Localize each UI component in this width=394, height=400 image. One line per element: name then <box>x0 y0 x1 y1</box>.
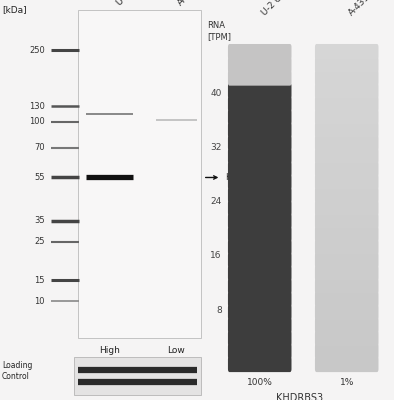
Text: 100%: 100% <box>247 378 273 388</box>
FancyBboxPatch shape <box>315 148 379 164</box>
Text: KHDRBS3: KHDRBS3 <box>225 173 266 182</box>
Text: 16: 16 <box>210 251 222 260</box>
FancyBboxPatch shape <box>315 96 379 112</box>
FancyBboxPatch shape <box>315 135 379 151</box>
FancyBboxPatch shape <box>228 252 292 268</box>
FancyBboxPatch shape <box>228 83 292 99</box>
FancyBboxPatch shape <box>315 265 379 281</box>
Text: [kDa]: [kDa] <box>2 5 27 14</box>
FancyBboxPatch shape <box>315 278 379 294</box>
Text: 25: 25 <box>35 237 45 246</box>
FancyBboxPatch shape <box>315 344 379 359</box>
FancyBboxPatch shape <box>315 252 379 268</box>
FancyBboxPatch shape <box>228 278 292 294</box>
Text: 55: 55 <box>35 173 45 182</box>
FancyBboxPatch shape <box>228 291 292 307</box>
FancyBboxPatch shape <box>315 291 379 307</box>
FancyBboxPatch shape <box>228 148 292 164</box>
FancyBboxPatch shape <box>228 318 292 333</box>
FancyBboxPatch shape <box>315 109 379 125</box>
FancyBboxPatch shape <box>315 57 379 73</box>
FancyBboxPatch shape <box>228 344 292 359</box>
FancyBboxPatch shape <box>315 83 379 99</box>
FancyBboxPatch shape <box>315 161 379 177</box>
FancyBboxPatch shape <box>74 357 201 395</box>
Text: U-2 OS: U-2 OS <box>260 0 288 18</box>
FancyBboxPatch shape <box>228 135 292 151</box>
FancyBboxPatch shape <box>315 318 379 333</box>
FancyBboxPatch shape <box>315 226 379 242</box>
Text: 130: 130 <box>29 102 45 111</box>
Text: 35: 35 <box>34 216 45 226</box>
Text: U-2 OS: U-2 OS <box>115 0 143 7</box>
Text: High: High <box>99 346 120 355</box>
FancyBboxPatch shape <box>315 304 379 320</box>
FancyBboxPatch shape <box>315 122 379 138</box>
FancyBboxPatch shape <box>315 213 379 229</box>
FancyBboxPatch shape <box>228 57 292 73</box>
FancyBboxPatch shape <box>228 44 292 60</box>
Text: Low: Low <box>167 346 185 355</box>
Text: 70: 70 <box>34 143 45 152</box>
FancyBboxPatch shape <box>228 109 292 125</box>
Text: 32: 32 <box>210 143 222 152</box>
FancyBboxPatch shape <box>315 187 379 203</box>
Text: RNA
[TPM]: RNA [TPM] <box>207 21 231 41</box>
FancyBboxPatch shape <box>315 356 379 372</box>
FancyBboxPatch shape <box>228 96 292 112</box>
FancyBboxPatch shape <box>315 239 379 255</box>
Text: 250: 250 <box>29 46 45 55</box>
FancyBboxPatch shape <box>315 330 379 346</box>
FancyBboxPatch shape <box>228 122 292 138</box>
Text: 10: 10 <box>35 296 45 306</box>
Text: 15: 15 <box>35 276 45 285</box>
FancyBboxPatch shape <box>228 356 292 372</box>
FancyBboxPatch shape <box>228 161 292 177</box>
FancyBboxPatch shape <box>228 226 292 242</box>
FancyBboxPatch shape <box>228 200 292 216</box>
Text: A-431: A-431 <box>176 0 201 7</box>
Text: Loading
Control: Loading Control <box>2 362 32 381</box>
FancyBboxPatch shape <box>228 213 292 229</box>
Text: A-431: A-431 <box>347 0 372 18</box>
FancyBboxPatch shape <box>228 239 292 255</box>
FancyBboxPatch shape <box>315 200 379 216</box>
FancyBboxPatch shape <box>315 44 379 60</box>
FancyBboxPatch shape <box>228 304 292 320</box>
FancyBboxPatch shape <box>228 70 292 86</box>
FancyBboxPatch shape <box>228 187 292 203</box>
Text: 40: 40 <box>210 88 222 98</box>
Text: KHDRBS3: KHDRBS3 <box>276 393 323 400</box>
FancyBboxPatch shape <box>78 10 201 338</box>
FancyBboxPatch shape <box>228 265 292 281</box>
FancyBboxPatch shape <box>228 174 292 190</box>
Text: 1%: 1% <box>340 378 354 388</box>
Text: 100: 100 <box>29 117 45 126</box>
FancyBboxPatch shape <box>315 70 379 86</box>
Text: 8: 8 <box>216 306 222 314</box>
FancyBboxPatch shape <box>315 174 379 190</box>
FancyBboxPatch shape <box>228 330 292 346</box>
Text: 24: 24 <box>211 197 222 206</box>
